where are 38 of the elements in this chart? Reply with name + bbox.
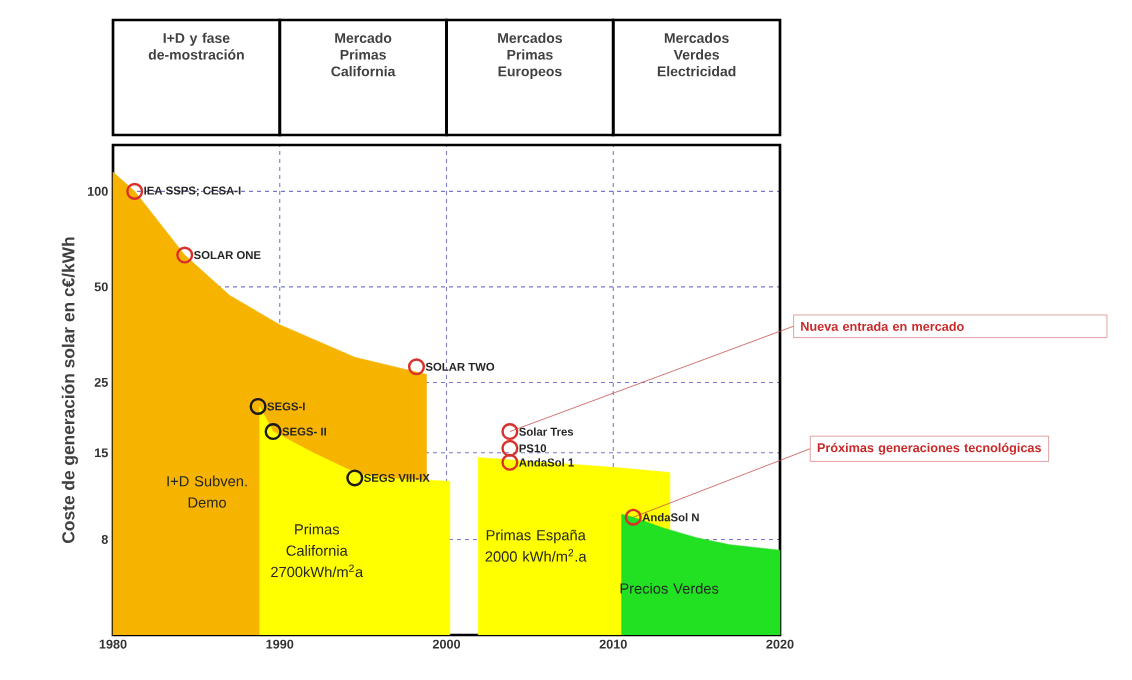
point <box>501 439 519 457</box>
series-label: SEGS-I <box>267 402 305 411</box>
y-tick-label: 15 <box>95 448 108 458</box>
series-label: I+D Subven. Demo <box>167 475 247 508</box>
series-label: SOLAR TWO <box>425 362 495 371</box>
point <box>346 469 364 487</box>
x-tick-label: 2020 <box>766 639 794 649</box>
text: Mercado Primas California <box>331 32 396 77</box>
point <box>624 508 642 526</box>
point <box>501 453 519 471</box>
annotation: Próximas generaciones tecnológicas <box>817 442 1041 455</box>
text: Mercados Primas Europeos <box>498 32 563 80</box>
series-label: PS10 <box>519 444 547 453</box>
y-tick-label: 100 <box>87 186 108 196</box>
point <box>176 246 194 264</box>
series-label: IEA SSPS; CESA-I <box>144 186 241 197</box>
y-tick-label: 8 <box>101 534 108 544</box>
text: Mercados Verdes Electricidad <box>657 32 736 77</box>
x-tick-label: 2010 <box>599 639 627 649</box>
point <box>501 423 519 441</box>
y-tick-label: 25 <box>94 377 108 387</box>
y-axis-title: Coste de generación solar en c€/kWh <box>61 237 79 543</box>
text: I+D y fase de-mostración <box>148 32 244 60</box>
series-label: SOLAR ONE <box>193 251 261 260</box>
point <box>264 423 282 441</box>
x-tick-label: 1980 <box>99 639 127 649</box>
x-tick-label: 1990 <box>266 639 294 649</box>
point <box>407 358 426 376</box>
x-tick-label: 2000 <box>432 639 461 649</box>
y-tick-label: 50 <box>94 282 108 292</box>
annotation: Nueva entrada en mercado <box>801 321 964 331</box>
series-label: SEGS VIII-IX <box>364 473 430 482</box>
point <box>126 182 144 200</box>
series-label: SEGS- II <box>282 427 326 436</box>
series-label: Primas California 2700kWh/m$^{2}$a <box>271 523 364 578</box>
point <box>249 397 267 415</box>
series-label: Primas España 2000 kWh/m$^{2}$.a <box>485 529 587 562</box>
series-label: Solar Tres <box>519 427 574 436</box>
